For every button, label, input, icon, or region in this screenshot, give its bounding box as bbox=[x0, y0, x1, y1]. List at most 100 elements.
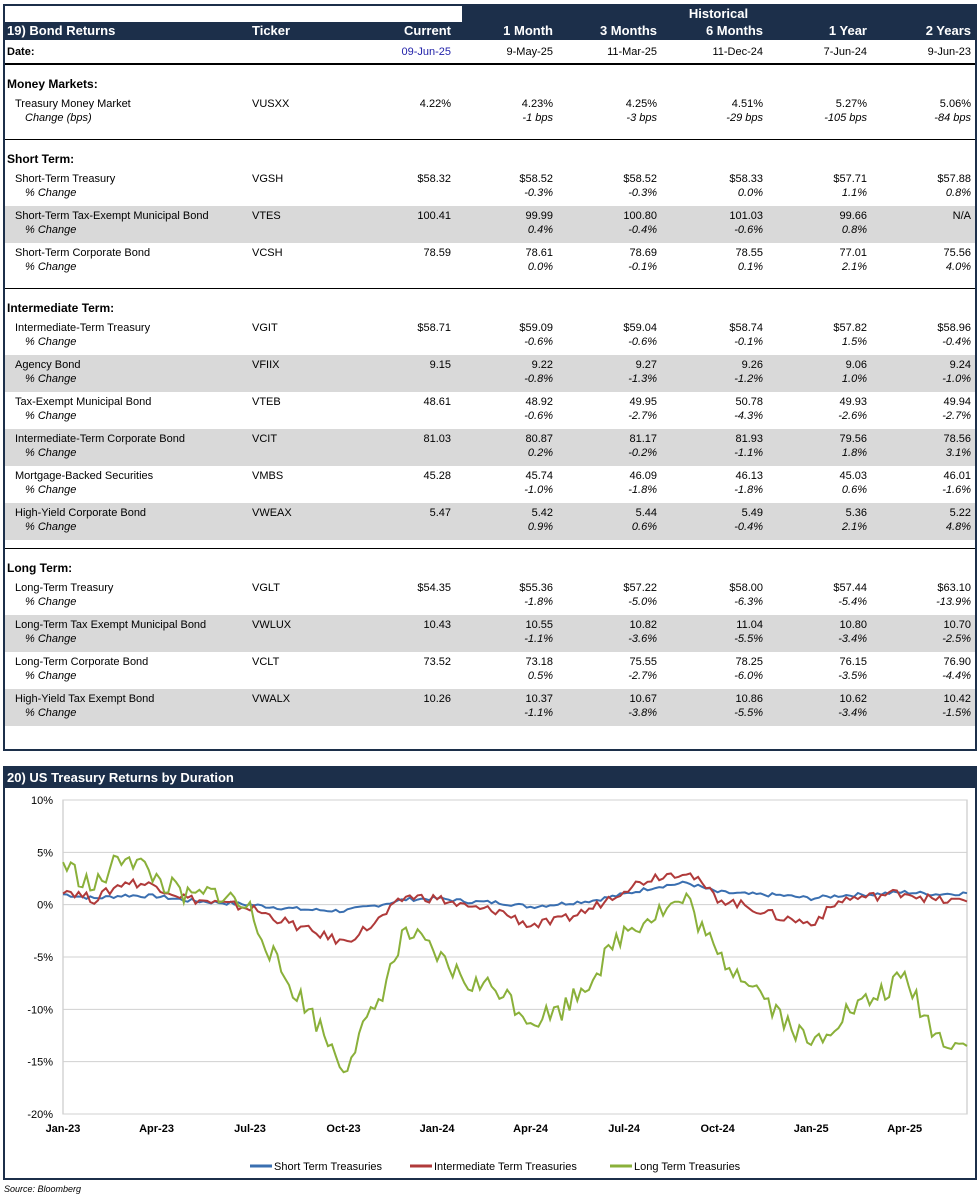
chart-header: 20) US Treasury Returns by Duration bbox=[5, 768, 975, 788]
change-m1: -1.1% bbox=[524, 707, 553, 719]
change-label: Change (bps) bbox=[25, 112, 92, 124]
ticker-cell: VGIT bbox=[252, 322, 278, 334]
change-y1: -3.5% bbox=[838, 670, 867, 682]
change-m3: -0.2% bbox=[628, 447, 657, 459]
change-y2: -2.7% bbox=[942, 410, 971, 422]
change-y1: -5.4% bbox=[838, 596, 867, 608]
section-divider bbox=[5, 548, 975, 558]
section-title-text: Short Term: bbox=[7, 152, 75, 166]
change-m3: -2.7% bbox=[628, 670, 657, 682]
header-1-year: 1 Year bbox=[828, 23, 867, 38]
change-m3: -0.4% bbox=[628, 224, 657, 236]
value-m6: $58.74 bbox=[729, 322, 763, 334]
change-m6: 0.0% bbox=[737, 187, 763, 199]
ticker-cell: VCLT bbox=[252, 656, 280, 668]
value-m1: $58.52 bbox=[519, 173, 553, 185]
change-m6: -1.8% bbox=[734, 484, 763, 496]
change-m6: -5.5% bbox=[734, 707, 763, 719]
x-tick-label: Apr-25 bbox=[887, 1123, 922, 1135]
change-y1: -3.4% bbox=[838, 707, 867, 719]
change-label: % Change bbox=[25, 633, 77, 645]
value-m6: 10.86 bbox=[735, 693, 763, 705]
change-m1: 0.0% bbox=[527, 261, 553, 273]
y-tick-label: -15% bbox=[27, 1057, 53, 1069]
historical-band-row: Historical bbox=[5, 6, 975, 22]
value-y1: 49.93 bbox=[839, 396, 867, 408]
fund-name: Long-Term Treasury bbox=[15, 582, 114, 594]
legend-label: Intermediate Term Treasuries bbox=[434, 1161, 577, 1173]
section-title-text: Intermediate Term: bbox=[7, 301, 115, 315]
change-m1: -0.6% bbox=[524, 336, 553, 348]
value-m3: 100.80 bbox=[623, 210, 657, 222]
value-current: $58.71 bbox=[417, 322, 451, 334]
value-current: 100.41 bbox=[417, 210, 451, 222]
value-y2: $63.10 bbox=[937, 582, 971, 594]
value-current: 9.15 bbox=[429, 359, 451, 371]
x-tick-label: Jul-24 bbox=[608, 1123, 641, 1135]
value-current: 45.28 bbox=[423, 470, 451, 482]
x-tick-label: Jul-23 bbox=[234, 1123, 266, 1135]
fund-name: Short-Term Treasury bbox=[15, 173, 116, 185]
value-m6: 81.93 bbox=[735, 433, 763, 445]
value-y1: 10.80 bbox=[839, 619, 867, 631]
change-y2: -1.6% bbox=[942, 484, 971, 496]
bond-returns-table: Historical 19) Bond Returns Ticker Curre… bbox=[3, 4, 977, 751]
ticker-cell: VTES bbox=[252, 210, 281, 222]
change-label: % Change bbox=[25, 707, 77, 719]
ticker-cell: VFIIX bbox=[252, 359, 280, 371]
value-m6: $58.00 bbox=[729, 582, 763, 594]
ticker-cell: VWALX bbox=[252, 693, 291, 705]
change-m3: -5.0% bbox=[628, 596, 657, 608]
change-m3: -1.8% bbox=[628, 484, 657, 496]
x-tick-label: Jan-25 bbox=[794, 1123, 829, 1135]
value-y1: 76.15 bbox=[839, 656, 867, 668]
value-y2: 46.01 bbox=[943, 470, 971, 482]
change-m1: 0.9% bbox=[527, 521, 553, 533]
table-row: Treasury Money Market Change (bps) VUSXX 4.… bbox=[5, 94, 975, 131]
change-m6: 0.1% bbox=[737, 261, 763, 273]
change-label: % Change bbox=[25, 447, 77, 459]
ticker-cell: VCIT bbox=[252, 433, 278, 445]
table-body: Money Markets: Treasury Money Market Chang… bbox=[5, 64, 975, 726]
value-m1: 4.23% bbox=[521, 98, 553, 110]
value-m6: 101.03 bbox=[729, 210, 763, 222]
value-m1: 45.74 bbox=[525, 470, 553, 482]
value-y2: $57.88 bbox=[937, 173, 971, 185]
date-label: Date: bbox=[7, 46, 35, 58]
treasury-returns-chart: 10% 5% 0% -5% -10% -15% -20% Jan-23 Apr-23 Jul-23… bbox=[27, 795, 968, 1173]
value-current: 4.22% bbox=[419, 98, 451, 110]
change-y2: -84 bps bbox=[934, 112, 971, 124]
change-m1: -0.3% bbox=[524, 187, 553, 199]
header-2-years: 2 Years bbox=[925, 23, 971, 38]
section-divider bbox=[5, 64, 975, 74]
value-m6: $58.33 bbox=[729, 173, 763, 185]
header-6-months: 6 Months bbox=[705, 23, 763, 38]
value-current: 81.03 bbox=[423, 433, 451, 445]
change-m6: -1.1% bbox=[734, 447, 763, 459]
value-m3: 10.67 bbox=[629, 693, 657, 705]
section-spacer bbox=[5, 540, 975, 548]
table-row: Mortgage-Backed Securities % Change VMBS 45… bbox=[5, 466, 975, 503]
ticker-cell: VWEAX bbox=[252, 507, 292, 519]
ticker-cell: VTEB bbox=[252, 396, 281, 408]
table-row: Short-Term Treasury % Change VGSH $58.32 $58… bbox=[5, 169, 975, 206]
value-y1: $57.82 bbox=[833, 322, 867, 334]
value-y1: $57.71 bbox=[833, 173, 867, 185]
change-m6: -0.4% bbox=[734, 521, 763, 533]
change-m3: -1.3% bbox=[628, 373, 657, 385]
fund-name: Intermediate-Term Treasury bbox=[15, 322, 151, 334]
table-row: Tax-Exempt Municipal Bond % Change VTEB 48.… bbox=[5, 392, 975, 429]
value-y2: 76.90 bbox=[943, 656, 971, 668]
change-label: % Change bbox=[25, 484, 77, 496]
change-m1: -1.1% bbox=[524, 633, 553, 645]
change-y1: -2.6% bbox=[838, 410, 867, 422]
value-m6: 78.25 bbox=[735, 656, 763, 668]
change-m1: -1.0% bbox=[524, 484, 553, 496]
value-m1: 5.42 bbox=[531, 507, 553, 519]
value-y1: 5.27% bbox=[835, 98, 867, 110]
section-spacer bbox=[5, 131, 975, 139]
section-divider bbox=[5, 288, 975, 298]
value-current: $54.35 bbox=[417, 582, 451, 594]
change-y2: -2.5% bbox=[942, 633, 971, 645]
value-m1: 48.92 bbox=[525, 396, 553, 408]
